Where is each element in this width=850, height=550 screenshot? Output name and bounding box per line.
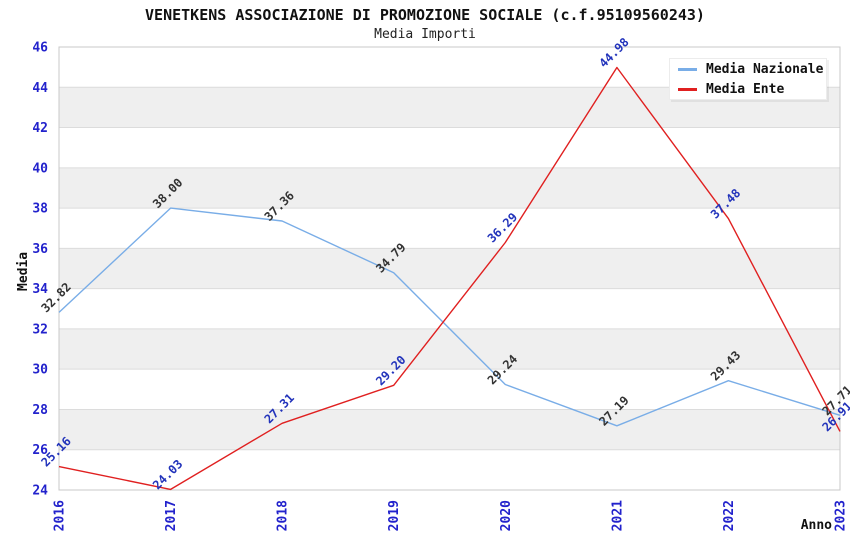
series-line-media-ente	[58, 66, 841, 491]
y-tick-label: 44	[32, 81, 48, 96]
y-tick-labels: 24 26 28 30 32 34 36 38 40 42 44 46	[32, 41, 48, 499]
legend-line-swatch-nazionale-icon	[678, 67, 697, 71]
x-tick-labels: 2016 2017 2018 2019 2020 2021 2022 2023	[53, 500, 849, 531]
y-axis-title: Media	[16, 251, 31, 291]
legend-label: Media Ente	[706, 81, 785, 97]
plot-bands	[59, 47, 840, 490]
plot-frame	[58, 46, 841, 491]
y-tick-label: 30	[32, 363, 48, 378]
x-tick-label: 2022	[722, 500, 737, 531]
y-tick-label: 26	[32, 443, 48, 458]
y-tick-label: 32	[32, 322, 48, 337]
legend-label: Media Nazionale	[706, 61, 824, 77]
x-tick-label: 2017	[164, 500, 179, 531]
x-tick-label: 2020	[499, 500, 514, 531]
x-tick-label: 2016	[53, 500, 68, 531]
legend-line-swatch-ente-icon	[678, 87, 697, 91]
y-tick-label: 42	[32, 121, 48, 136]
series-line-media-nazionale	[58, 207, 841, 427]
chart-subtitle: Media Importi	[374, 27, 476, 42]
x-tick-label: 2018	[276, 500, 291, 531]
chart-legend: Media Nazionale Media Ente	[669, 58, 827, 100]
y-tick-label: 24	[32, 484, 48, 499]
x-tick-label: 2021	[610, 500, 625, 531]
y-tick-label: 34	[32, 282, 48, 297]
y-tick-label: 46	[32, 41, 48, 56]
x-tick-label: 2019	[387, 500, 402, 531]
x-tick-label: 2023	[834, 500, 849, 531]
y-tick-label: 40	[32, 161, 48, 176]
gridlines	[59, 86, 840, 451]
x-axis-title: Anno	[800, 518, 832, 533]
legend-item-media-ente: Media Ente	[670, 82, 826, 97]
legend-item-media-nazionale: Media Nazionale	[670, 62, 826, 77]
y-tick-label: 36	[32, 242, 48, 257]
y-tick-label: 28	[32, 403, 48, 418]
y-tick-label: 38	[32, 202, 48, 217]
chart-title: VENETKENS ASSOCIAZIONE DI PROMOZIONE SOC…	[145, 6, 705, 24]
